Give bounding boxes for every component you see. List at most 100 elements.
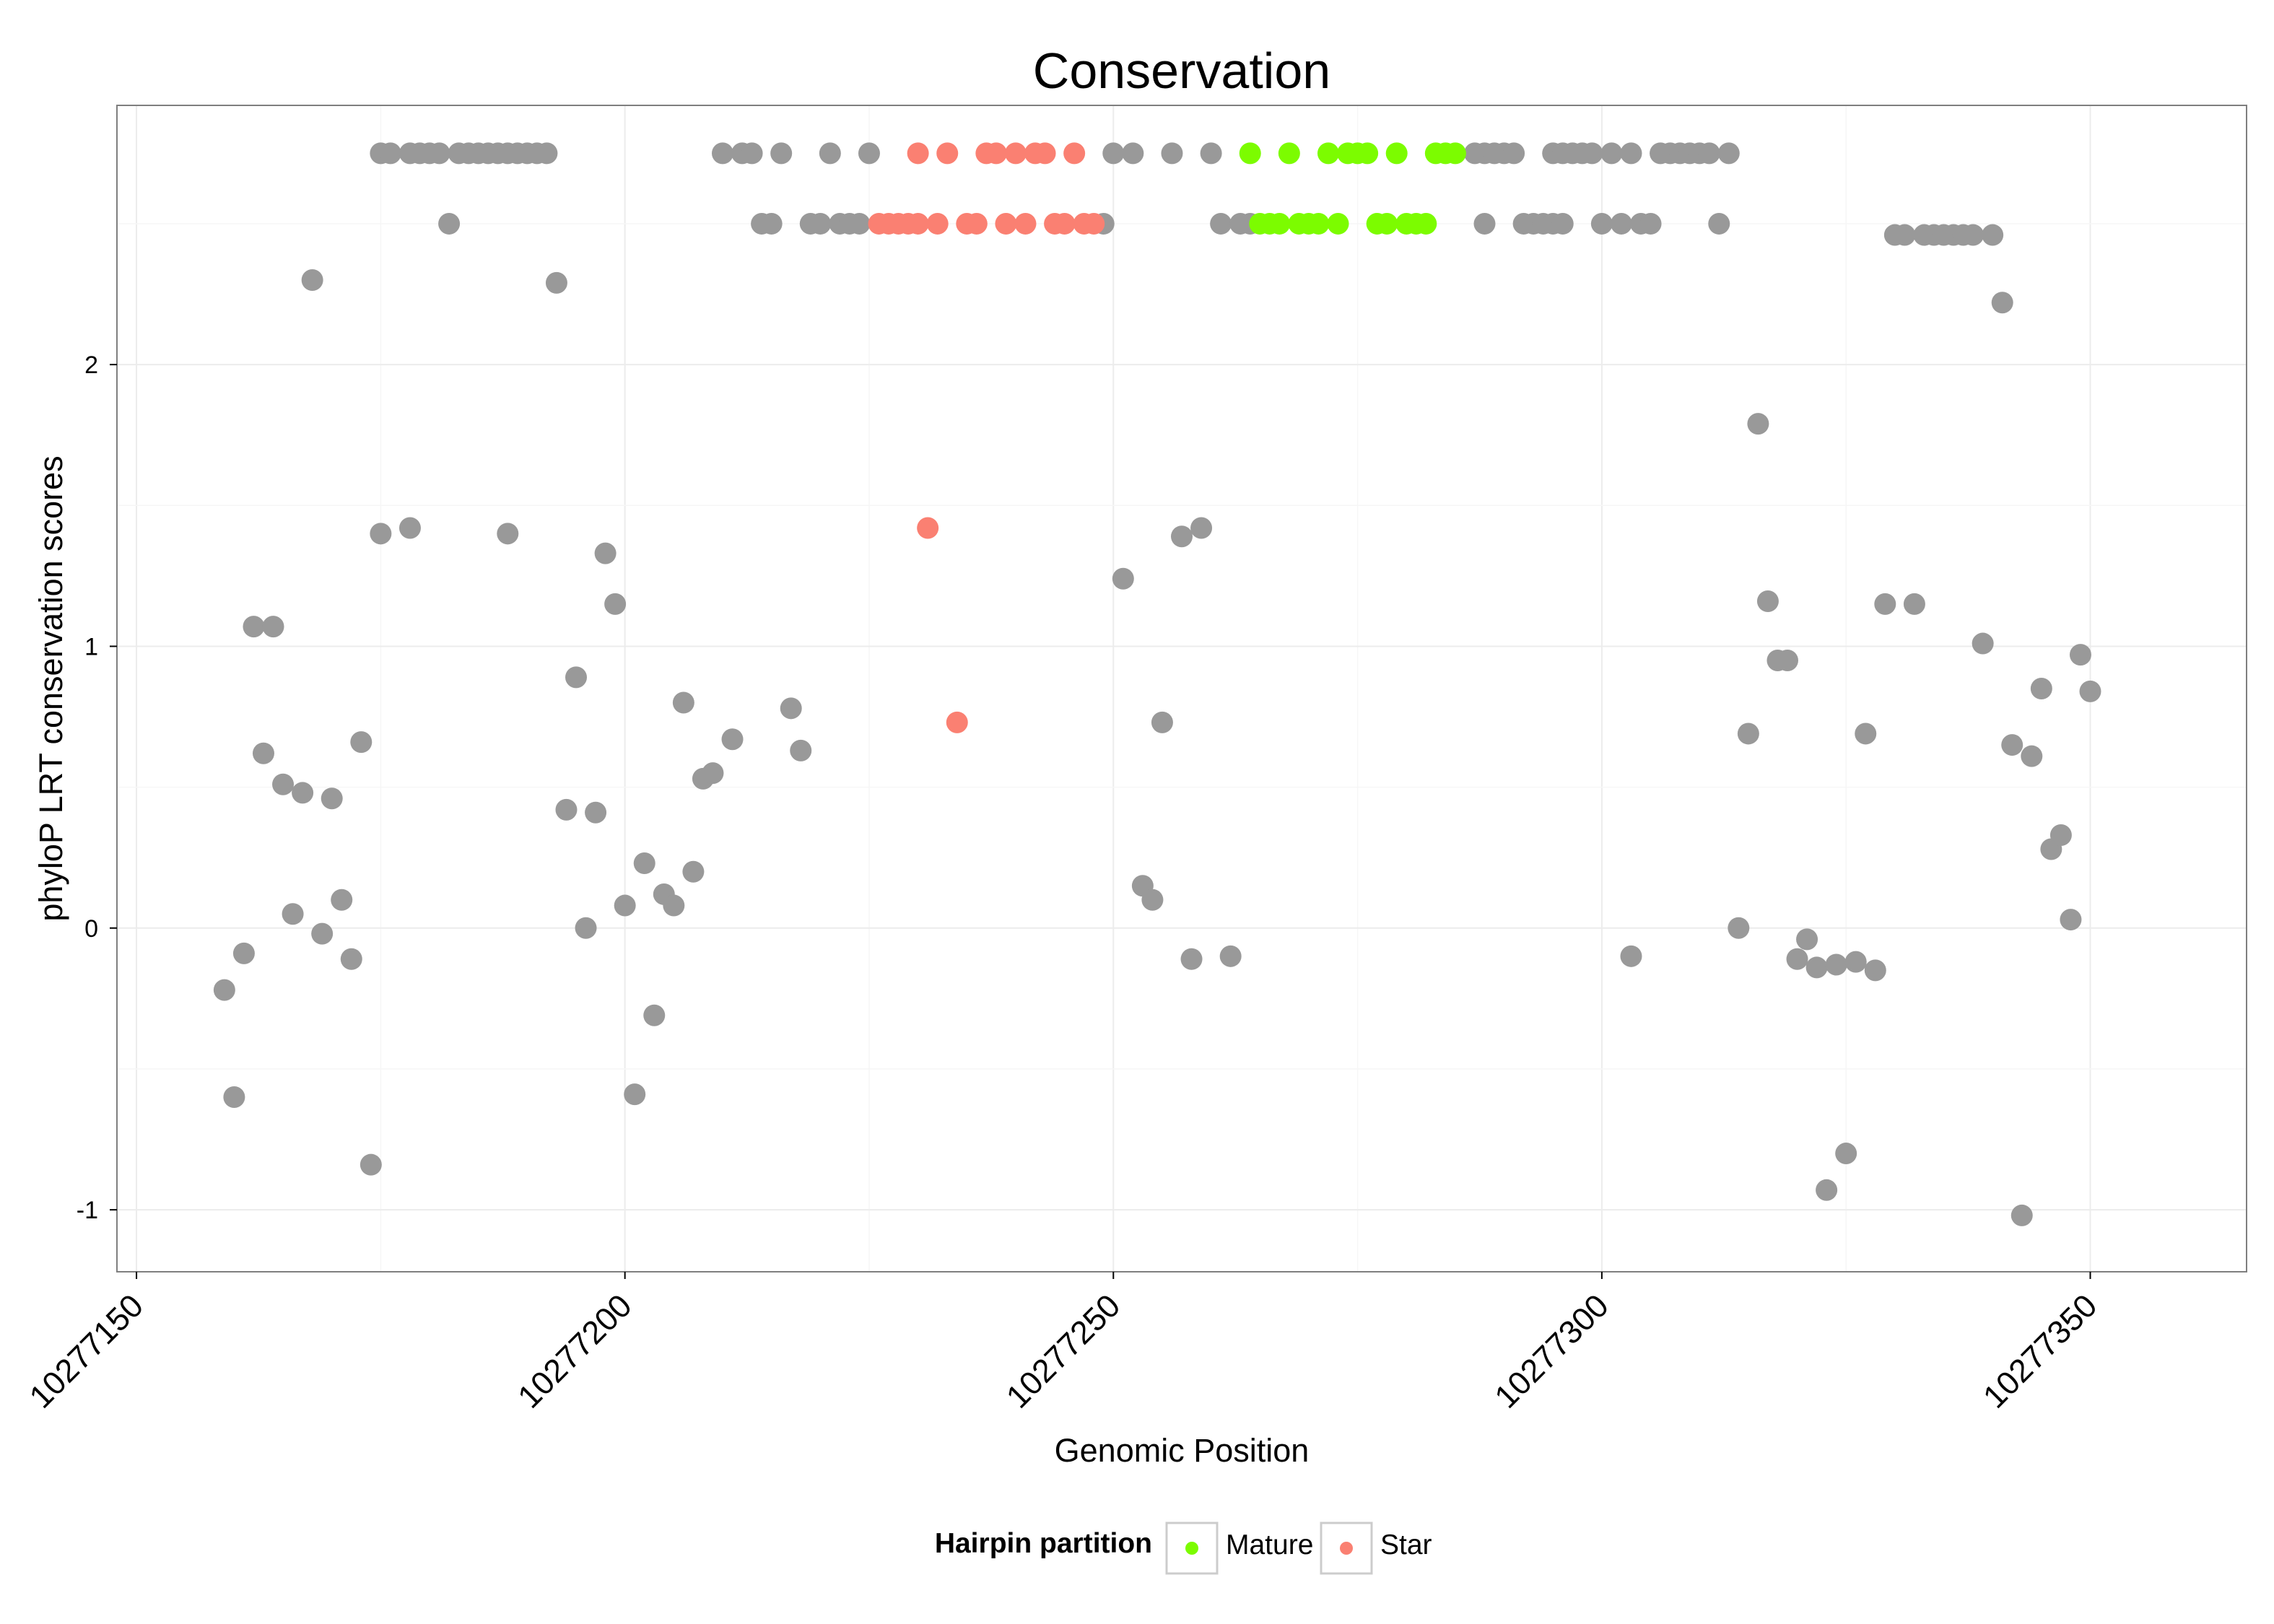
legend-swatch-mature [1185,1542,1198,1555]
data-point-other [711,142,733,165]
data-point-other [1717,142,1740,165]
data-point-other [536,142,558,165]
data-point-other [672,691,694,714]
data-point-other [1590,212,1613,235]
data-point-other [321,787,343,810]
data-point-other [1473,212,1496,235]
data-point-other [1620,142,1642,165]
data-point-star [926,212,949,235]
data-point-other [1610,212,1632,235]
y-tick-label: 0 [84,915,98,943]
data-point-other [1747,413,1769,435]
data-point-other [780,697,802,720]
data-point-other [1503,142,1525,165]
data-point-other [1855,722,1877,745]
data-point-other [398,517,421,539]
data-point-other [545,271,567,294]
data-point-other [301,269,323,292]
data-point-other [1698,142,1720,165]
data-point-star [917,517,939,539]
data-point-other [2049,824,2072,846]
legend-title: Hairpin partition [935,1528,1152,1559]
data-point-other [614,894,636,917]
data-point-other [340,948,362,970]
legend-label-mature: Mature [1226,1529,1313,1560]
data-point-star [907,142,929,165]
grid [117,105,2247,1272]
data-point-other [1708,212,1730,235]
data-point-other [575,917,597,939]
data-point-mature [1385,142,1408,165]
data-point-other [438,212,461,235]
data-point-other [1102,142,1125,165]
data-point-other [1190,517,1213,539]
data-point-star [1014,212,1037,235]
data-point-other [1903,593,1925,615]
legend: Hairpin partition Mature Star [935,1522,1432,1575]
data-point-other [585,801,607,824]
legend-label-star: Star [1380,1529,1432,1560]
data-point-mature [1327,212,1349,235]
data-point-other [2030,678,2052,699]
data-point-other [1776,649,1798,671]
data-point-other [819,142,841,165]
data-point-other [1728,917,1750,939]
data-point-other [1639,212,1662,235]
data-point-other [223,1086,245,1108]
data-point-other [1122,142,1144,165]
data-point-other [262,616,284,638]
data-point-mature [1317,142,1339,165]
data-point-other [1864,959,1886,982]
data-point-other [2079,680,2101,702]
data-point-star [985,142,1007,165]
data-point-star [946,711,968,733]
y-axis: -1 0 1 2 [77,352,117,1224]
data-point-other [1982,224,2004,246]
data-point-other [213,979,235,1001]
data-point-mature [1268,212,1291,235]
data-point-other [1112,567,1134,590]
data-point-other [1805,956,1828,979]
data-point-other [2060,909,2082,931]
data-point-other [272,773,295,795]
data-point-star [936,142,959,165]
data-point-other [682,860,705,883]
data-point-other [2021,745,2043,767]
data-point-star [1034,142,1056,165]
data-point-star [1053,212,1076,235]
data-point-other [1874,593,1896,615]
data-points [213,142,2101,1226]
data-point-other [2001,734,2023,756]
y-tick-label: 1 [84,633,98,660]
data-point-mature [1239,142,1261,165]
data-point-other [721,728,744,751]
data-point-other [331,889,353,911]
data-point-other [360,1153,382,1176]
data-point-other [1210,212,1232,235]
data-point-other [1756,590,1779,612]
data-point-mature [1356,142,1379,165]
data-point-other [790,739,812,761]
data-point-star [1004,142,1027,165]
data-point-other [741,142,763,165]
data-point-other [1551,212,1574,235]
data-point-star [1083,212,1105,235]
data-point-other [1141,889,1164,911]
data-point-other [1171,525,1193,548]
data-point-star [995,212,1017,235]
data-point-mature [1278,142,1300,165]
data-point-other [282,903,304,925]
data-point-other [858,142,880,165]
y-tick-label: 2 [84,352,98,379]
data-point-other [1816,1179,1838,1201]
data-point-other [370,523,392,545]
data-point-other [604,593,627,615]
data-point-other [1796,928,1818,951]
data-point-mature [1415,212,1437,235]
data-point-other [702,762,724,785]
data-point-other [624,1083,646,1106]
chart-title: Conservation [1033,43,1330,99]
data-point-mature [1307,212,1330,235]
data-point-other [1219,945,1242,967]
